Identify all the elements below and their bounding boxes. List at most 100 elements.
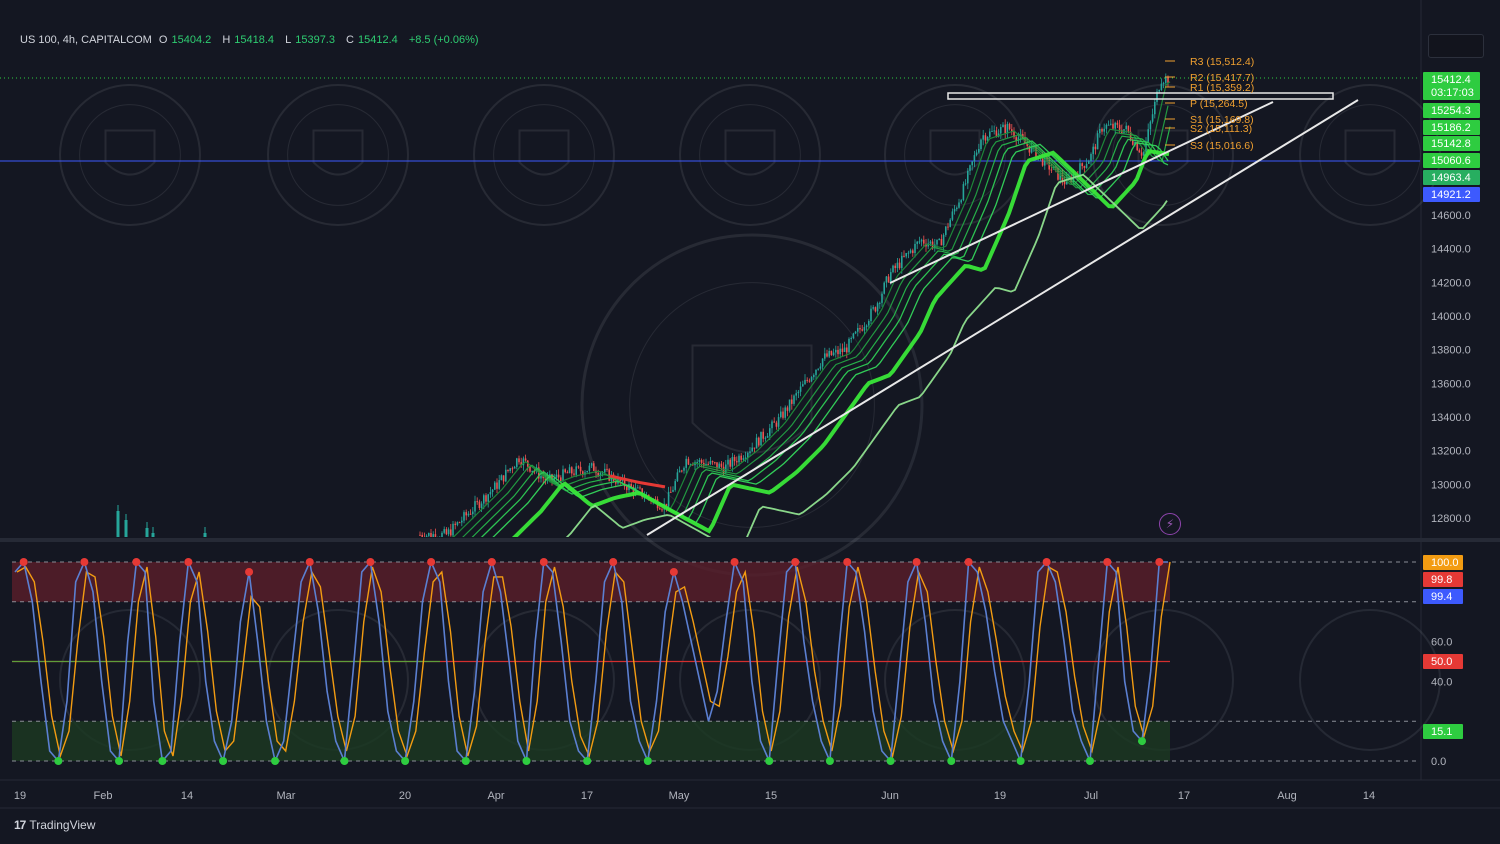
candle-body [956, 207, 958, 210]
sell-signal-dot [964, 558, 973, 566]
candle-body [626, 486, 628, 491]
watermark-circle [1299, 609, 1441, 751]
tradingview-logo[interactable]: 17 TradingView [14, 818, 95, 832]
pivot-label: R3 (15,512.4) [1190, 56, 1254, 68]
time-tick-label: 14 [1363, 790, 1375, 802]
trendline-long[interactable] [646, 99, 1359, 536]
candle-body [951, 211, 954, 220]
symbol-name[interactable]: US 100, 4h, CAPITALCOM [20, 34, 152, 46]
price-overlay: R3 (15,512.4) R2 (15,417.7)R1 (15,359.2) P… [1165, 56, 1254, 152]
candle-body [705, 463, 707, 466]
moving-average-line [565, 173, 1168, 537]
candle-body [575, 466, 577, 475]
candle-body [513, 466, 516, 469]
chart-corner-button[interactable] [1428, 34, 1484, 58]
candle-body [1101, 128, 1103, 132]
watermark-inner-circle [1319, 104, 1421, 206]
candle-body [857, 328, 859, 332]
time-axis[interactable]: 19 Feb 14 Mar 20 Apr 17 May 15 Jun 19 Jul 17 Aug 14 [14, 790, 1375, 802]
candle-body [777, 417, 780, 427]
watermark-inner-circle [79, 104, 181, 206]
candle-body [751, 447, 753, 452]
candle-body [890, 272, 892, 283]
candle-body [978, 149, 980, 153]
candle-body [555, 474, 558, 478]
candle-body [766, 435, 769, 438]
candle-body [758, 437, 760, 446]
candle-body [876, 303, 879, 312]
candle-body [727, 459, 729, 465]
candle-body [1057, 167, 1059, 180]
candle-body [885, 276, 888, 283]
candle-body [1132, 139, 1134, 145]
price-tick-label: 14200.0 [1431, 277, 1471, 289]
candle-body [434, 534, 437, 537]
candle-body [529, 466, 531, 472]
stochastic-value-tag-text: 100.0 [1431, 557, 1459, 569]
stochastic-axis[interactable]: 0.0 40.0 60.0 100.0 99.8 99.4 50.0 15.1 [1423, 555, 1463, 768]
candle-body [480, 503, 483, 508]
buy-signal-dot [1137, 737, 1146, 746]
stochastic-value-tag [1423, 555, 1463, 570]
candle-body [969, 165, 971, 171]
candle-body [923, 239, 925, 244]
candle-body [764, 437, 767, 439]
candle-body [1028, 145, 1031, 153]
candle-body [1063, 181, 1066, 185]
sell-signal-dot [132, 558, 141, 566]
candle-body [564, 469, 566, 473]
stochastic-value-tag [1423, 654, 1463, 669]
candle-body [456, 522, 459, 525]
candle-body [1070, 177, 1072, 182]
candle-body [1154, 101, 1156, 115]
candle-body [843, 347, 846, 353]
range-rectangle[interactable] [947, 92, 1334, 100]
stochastic-pane[interactable] [12, 558, 1420, 765]
candle-body [918, 241, 921, 243]
candle-body [841, 348, 844, 353]
buy-signal-dot [886, 757, 895, 765]
candle-body [707, 463, 709, 465]
candle-body [1129, 131, 1132, 140]
trendline-short[interactable] [889, 101, 1274, 284]
candle-body [828, 350, 830, 357]
candle-body [898, 262, 901, 269]
candle-body [560, 477, 562, 482]
candle-body [865, 325, 868, 328]
pivot-label: R1 (15,359.2) [1190, 82, 1254, 94]
candle-body [991, 130, 993, 132]
price-tick-label: 13800.0 [1431, 345, 1471, 357]
candle-body [793, 395, 795, 404]
candle-body [639, 487, 641, 489]
buy-signal-dot [219, 757, 228, 765]
buy-signal-dot [340, 757, 349, 765]
stochastic-value-tag-text: 99.8 [1431, 574, 1452, 586]
buy-signal-dot [583, 757, 592, 765]
watermark-shield [104, 129, 156, 176]
candle-body [894, 265, 896, 269]
sell-signal-dot [487, 558, 496, 566]
candle-body [1030, 146, 1033, 153]
price-tick-label: 13000.0 [1431, 479, 1471, 491]
price-pane[interactable] [0, 73, 1420, 582]
time-tick-label: 17 [1178, 790, 1190, 802]
watermark-inner-circle [493, 104, 595, 206]
price-tag-value: 15142.8 [1431, 138, 1471, 150]
lightning-icon[interactable]: ⚡ [1159, 513, 1181, 535]
candle-body [485, 495, 487, 502]
moving-average-line [451, 81, 1171, 537]
candle-body [931, 241, 934, 248]
candle-body [1083, 166, 1086, 168]
sell-signal-dot [366, 558, 375, 566]
candle-body [872, 307, 874, 309]
stochastic-k-line [14, 558, 1168, 765]
candle-body [762, 431, 764, 439]
candle-body [203, 533, 207, 537]
candle-body [432, 534, 434, 537]
candle-body [799, 386, 802, 392]
candle-body [522, 458, 525, 466]
symbol-legend[interactable]: US 100, 4h, CAPITALCOM O 15404.2 H 15418.4… [20, 34, 483, 46]
candle-body [687, 458, 690, 465]
price-axis[interactable]: 12800.0 13000.0 13200.0 13400.0 13600.0 13800… [1423, 72, 1480, 525]
